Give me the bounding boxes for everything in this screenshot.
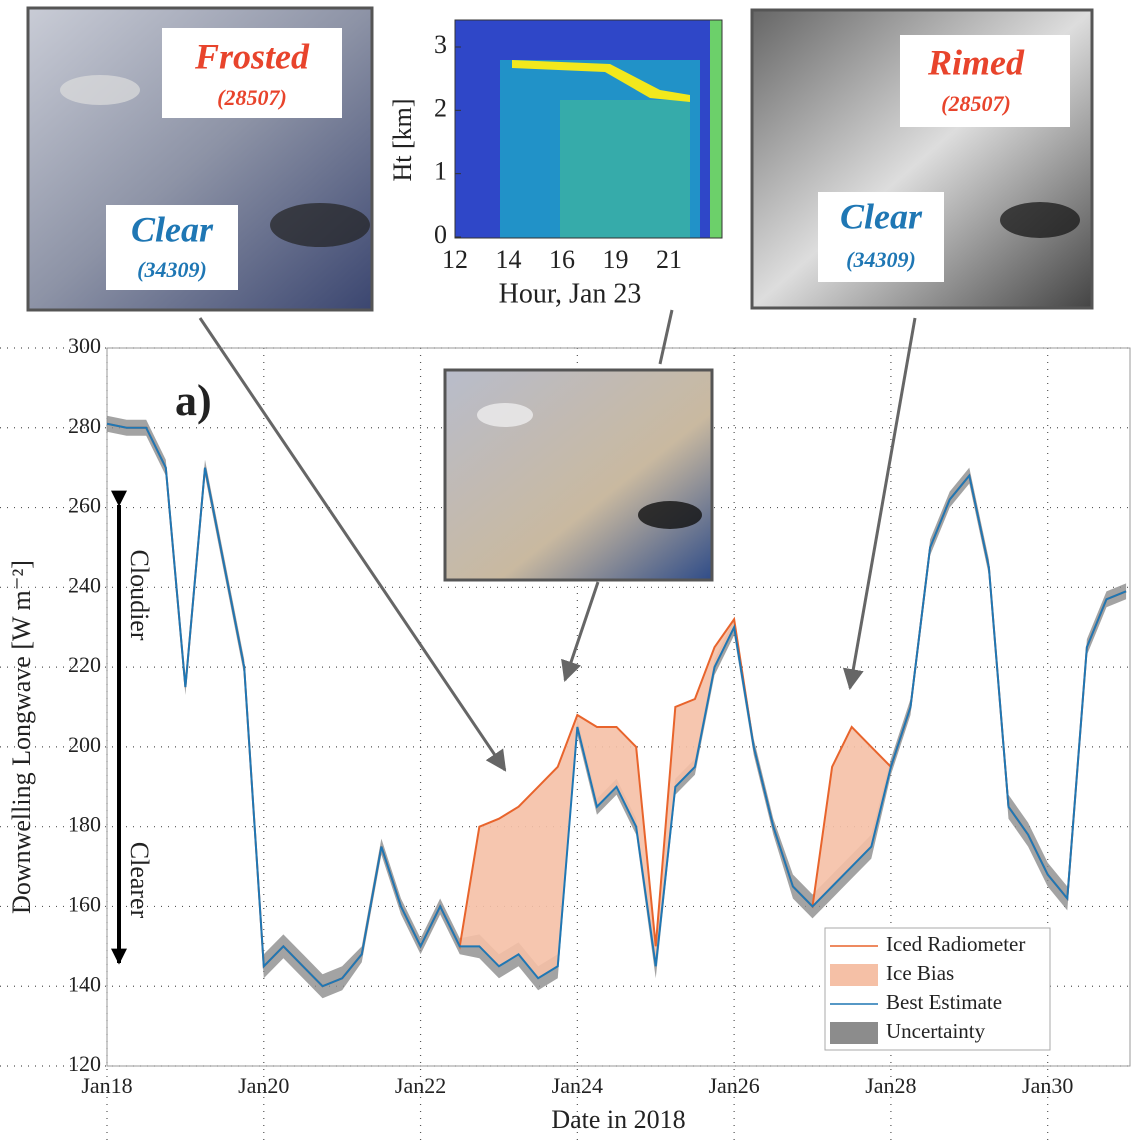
legend-label: Uncertainty: [886, 1019, 986, 1043]
inset-x-tick-label: 21: [656, 245, 682, 274]
pointer-arrows: [198, 309, 917, 772]
inset-x-label: Hour, Jan 23: [499, 278, 642, 309]
photo-label: Rimed: [927, 42, 1025, 82]
photo-id: (34309): [137, 257, 207, 282]
y-axis-label: Downwelling Longwave [W m⁻²]: [7, 560, 36, 914]
inset-x-tick-label: 19: [603, 245, 629, 274]
photo-label: Clear: [131, 209, 214, 249]
y-tick-label: 280: [68, 413, 101, 438]
x-axis-label: Date in 2018: [551, 1105, 685, 1134]
y-tick-label: 240: [68, 572, 101, 597]
plot-area: 120 140 160 180 200 220 240 260 280 300 Jan18 Jan20…: [0, 333, 1132, 1140]
x-tick-label: Jan20: [238, 1073, 289, 1098]
x-tick-label: Jan26: [708, 1073, 759, 1098]
inset-y-tick-label: 3: [434, 30, 447, 59]
plot-frame: [106, 347, 1131, 1067]
legend: Iced Radiometer Ice Bias Best Estimate Unce…: [824, 927, 1051, 1051]
uncertainty-band: [107, 415, 1127, 999]
y-tick-label: 260: [68, 493, 101, 518]
legend-label: Best Estimate: [886, 990, 1002, 1014]
y-tick-label: 200: [68, 732, 101, 757]
legend-label: Ice Bias: [886, 961, 954, 985]
photo-frosted: Frosted (28507) Clear (34309): [26, 6, 374, 312]
y-tick-label: 140: [68, 971, 101, 996]
inset-y-tick-label: 0: [434, 220, 447, 249]
y-tick-label: 300: [68, 333, 101, 358]
series-line: [106, 422, 1127, 988]
legend-swatch: [830, 1022, 878, 1044]
inset-x-tick-label: 12: [442, 245, 468, 274]
photo-id: (28507): [217, 85, 287, 110]
inset-y-tick-label: 2: [434, 93, 447, 122]
inset-y-label: Ht [km]: [388, 98, 417, 181]
x-tick-label: Jan30: [1022, 1073, 1073, 1098]
y-tick-label: 180: [68, 812, 101, 837]
annotation: Cloudier: [125, 550, 154, 641]
photo-id: (34309): [846, 247, 916, 272]
annotation: Clearer: [125, 842, 154, 919]
inset-y-tick-label: 1: [434, 157, 447, 186]
photo-id: (28507): [941, 91, 1011, 116]
y-tick-label: 220: [68, 652, 101, 677]
photo-label: Frosted: [194, 36, 310, 76]
photo-label: Clear: [840, 196, 923, 236]
y-tick-label: 160: [68, 891, 101, 916]
inset-x-tick-label: 14: [496, 245, 522, 274]
legend-swatch: [830, 964, 878, 986]
panel-label: a): [175, 376, 212, 425]
x-tick-label: Jan24: [552, 1073, 603, 1098]
y-tick-label: 120: [68, 1051, 101, 1076]
x-tick-label: Jan28: [865, 1073, 916, 1098]
inset-x-tick-label: 16: [549, 245, 575, 274]
legend-label: Iced Radiometer: [886, 932, 1025, 956]
x-tick-label: Jan22: [395, 1073, 446, 1098]
photo-rimed: Rimed (28507) Clear (34309): [750, 8, 1094, 310]
x-tick-label: Jan18: [81, 1073, 132, 1098]
photo-middle: [443, 368, 714, 582]
